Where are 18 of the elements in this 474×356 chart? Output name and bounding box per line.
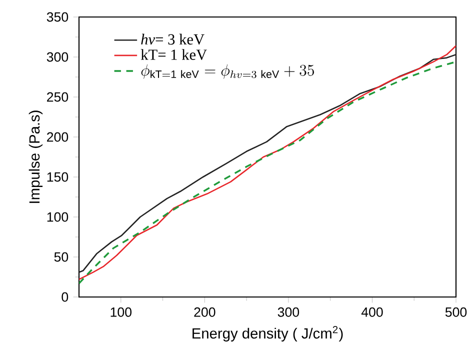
x-tick-label: 100 — [110, 307, 132, 317]
y-tick-label: 200 — [47, 132, 68, 142]
y-tick-label: 50 — [54, 252, 68, 262]
x-axis-title: Energy density ( J/cm$^{2}$) — [192, 326, 343, 342]
y-tick-label: 250 — [47, 92, 68, 102]
legend-label: $\phi_{\mathrm{kT=1\ keV}}=\phi_{hv=3\ \mathrm{keV}}+35$ — [141, 64, 314, 79]
legend-label: hv= 3 keV — [141, 34, 204, 45]
y-tick-label: 100 — [47, 212, 68, 222]
x-tick-label: 200 — [194, 307, 216, 317]
y-tick-label: 0 — [62, 292, 68, 302]
y-tick-label: 150 — [47, 172, 68, 182]
x-tick-label: 400 — [361, 307, 383, 317]
x-tick-label: 300 — [278, 307, 300, 317]
y-tick-label: 300 — [46, 52, 68, 62]
y-tick-label: 350 — [46, 12, 68, 22]
legend-label: kT= 1 keV — [140, 49, 207, 60]
y-axis-title: Impulse (Pa.s) — [28, 110, 43, 203]
x-tick-label: 500 — [445, 307, 467, 317]
